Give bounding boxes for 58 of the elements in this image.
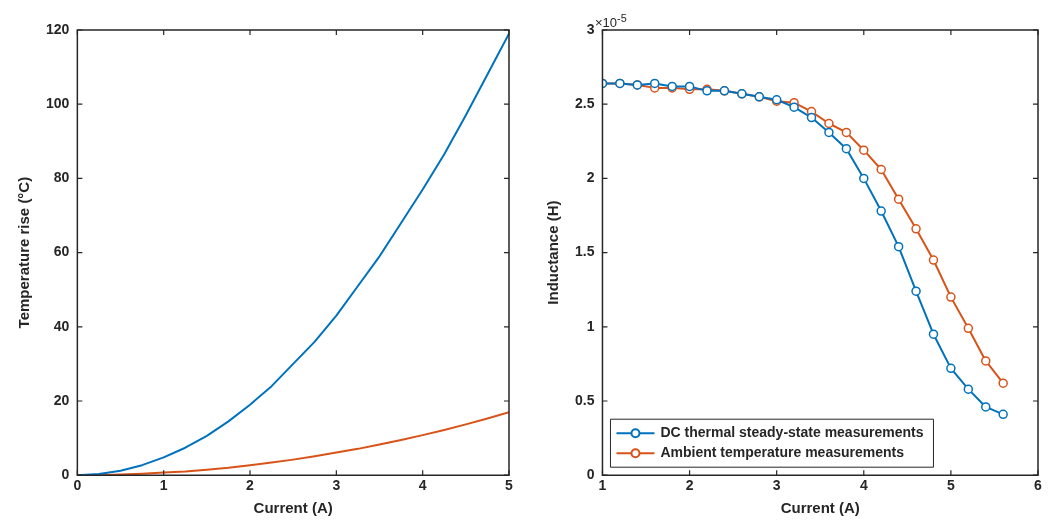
x-tick-label: 1 [159, 477, 168, 494]
annotation: ×10$^{-5}$ [595, 12, 627, 31]
x-tick-label: 2 [246, 477, 255, 494]
x-tick-label: 0 [73, 477, 82, 494]
point [928, 255, 939, 265]
x-tick-label: 5 [505, 477, 514, 494]
point [893, 194, 904, 204]
y-tick-label: 80 [53, 169, 70, 186]
point [963, 384, 974, 394]
point [893, 241, 904, 252]
point [911, 286, 921, 296]
point [946, 363, 956, 374]
point [859, 145, 869, 155]
y-tick-label: 0 [586, 466, 595, 483]
y-axis-title: Inductance (H) [544, 200, 562, 305]
x-axis-title: Current (A) [780, 499, 860, 517]
y-tick-label: 120 [46, 20, 70, 37]
y-tick-label: 1 [586, 317, 595, 334]
y-tick-label: 20 [53, 391, 70, 408]
point [841, 127, 852, 138]
point [649, 78, 660, 89]
y-tick-label: 3 [586, 20, 595, 37]
x-tick-label: 2 [685, 477, 694, 494]
y-tick-label: 40 [53, 317, 70, 334]
x-tick-label: 5 [946, 477, 955, 494]
y-tick-label: 2.5 [574, 95, 595, 112]
point [946, 292, 956, 302]
point [789, 102, 799, 112]
y-tick-label: 60 [53, 243, 70, 260]
point [824, 127, 834, 138]
legend-label: Ambient temperature measurements [660, 444, 905, 461]
y-axis-title: Temperature rise (°C) [15, 176, 33, 329]
point [998, 378, 1008, 388]
x-axis-title: Current (A) [253, 499, 333, 517]
y-tick-label: 2 [586, 169, 595, 186]
point [980, 402, 991, 412]
point [980, 356, 991, 366]
point [963, 323, 974, 334]
x-tick-label: 4 [418, 477, 427, 494]
point [841, 143, 852, 154]
x-tick-label: 3 [332, 477, 341, 494]
x-tick-label: 1 [598, 477, 607, 494]
point [998, 409, 1008, 420]
point [876, 164, 886, 175]
y-tick-label: 0.5 [574, 391, 595, 408]
x-tick-label: 6 [1034, 477, 1043, 494]
point [859, 173, 869, 184]
point [824, 118, 834, 129]
point [911, 224, 921, 234]
y-tick-label: 1.5 [574, 243, 595, 260]
y-tick-label: 0 [61, 466, 70, 483]
y-tick-label: 100 [46, 95, 70, 112]
x-tick-label: 3 [772, 477, 781, 494]
legend-label: DC thermal steady-state measurements [660, 424, 924, 441]
point [806, 112, 817, 123]
point [876, 206, 886, 216]
point [928, 329, 939, 339]
x-tick-label: 4 [859, 477, 868, 494]
